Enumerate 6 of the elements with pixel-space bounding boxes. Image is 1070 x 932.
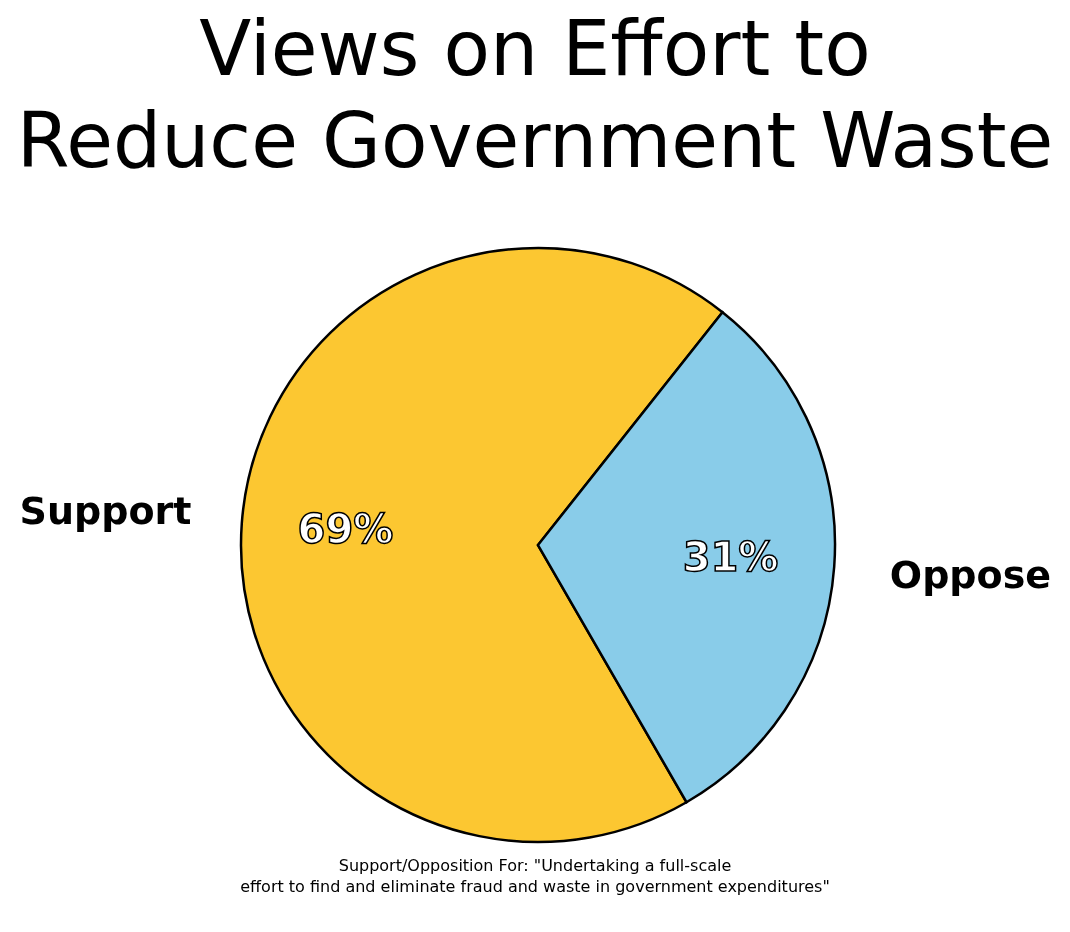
data-label: 31%	[682, 534, 779, 581]
slice-label: Oppose	[889, 552, 1052, 597]
slice-label: Support	[19, 489, 192, 534]
data-label: 69%	[297, 505, 394, 552]
text: Support/Opposition For: "Undertaking a full-scale effort to find and eliminate fraud and waste in government expenditures"	[240, 856, 830, 896]
chart-title: Views on Effort to Reduce Government Waste	[16, 4, 1054, 185]
